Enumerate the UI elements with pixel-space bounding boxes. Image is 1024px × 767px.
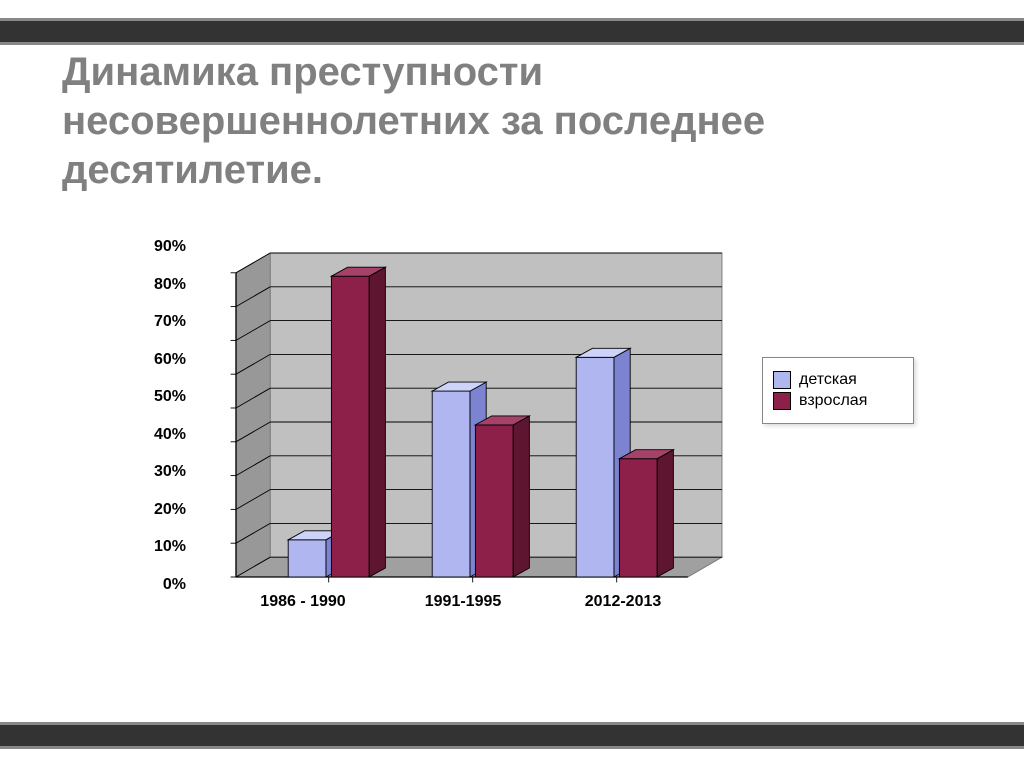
legend-label: взрослая bbox=[799, 392, 867, 410]
x-tick-label: 1991-1995 bbox=[425, 593, 502, 611]
x-axis-labels: 1986 - 1990 1991-1995 2012-2013 bbox=[200, 593, 740, 617]
y-tick-label: 10% bbox=[154, 538, 186, 556]
top-decor-band bbox=[0, 18, 1024, 45]
legend-item: взрослая bbox=[773, 392, 903, 410]
bar-chart: 0% 10% 20% 30% 40% 50% 60% 70% 80% 90% 1986 - 199… bbox=[130, 225, 900, 665]
legend: детская взрослая bbox=[762, 357, 914, 424]
bottom-decor-band bbox=[0, 722, 1024, 749]
slide-title: Динамика преступности несовершеннолетних… bbox=[62, 48, 782, 194]
y-tick-label: 50% bbox=[154, 388, 186, 406]
x-tick-label: 1986 - 1990 bbox=[260, 593, 345, 611]
slide: Динамика преступности несовершеннолетних… bbox=[0, 0, 1024, 767]
y-tick-label: 80% bbox=[154, 276, 186, 294]
y-tick-label: 60% bbox=[154, 351, 186, 369]
legend-item: детская bbox=[773, 371, 903, 389]
y-tick-label: 90% bbox=[154, 238, 186, 256]
y-tick-label: 40% bbox=[154, 426, 186, 444]
y-tick-label: 0% bbox=[163, 576, 186, 594]
legend-swatch bbox=[773, 392, 791, 410]
legend-label: детская bbox=[799, 371, 857, 389]
x-tick-label: 2012-2013 bbox=[585, 593, 662, 611]
y-axis-labels: 0%10%20%30%40%50%60%70%80%90% bbox=[130, 225, 194, 585]
plot-area bbox=[200, 225, 740, 585]
y-tick-label: 30% bbox=[154, 463, 186, 481]
y-tick-label: 20% bbox=[154, 501, 186, 519]
legend-swatch bbox=[773, 371, 791, 389]
y-tick-label: 70% bbox=[154, 313, 186, 331]
